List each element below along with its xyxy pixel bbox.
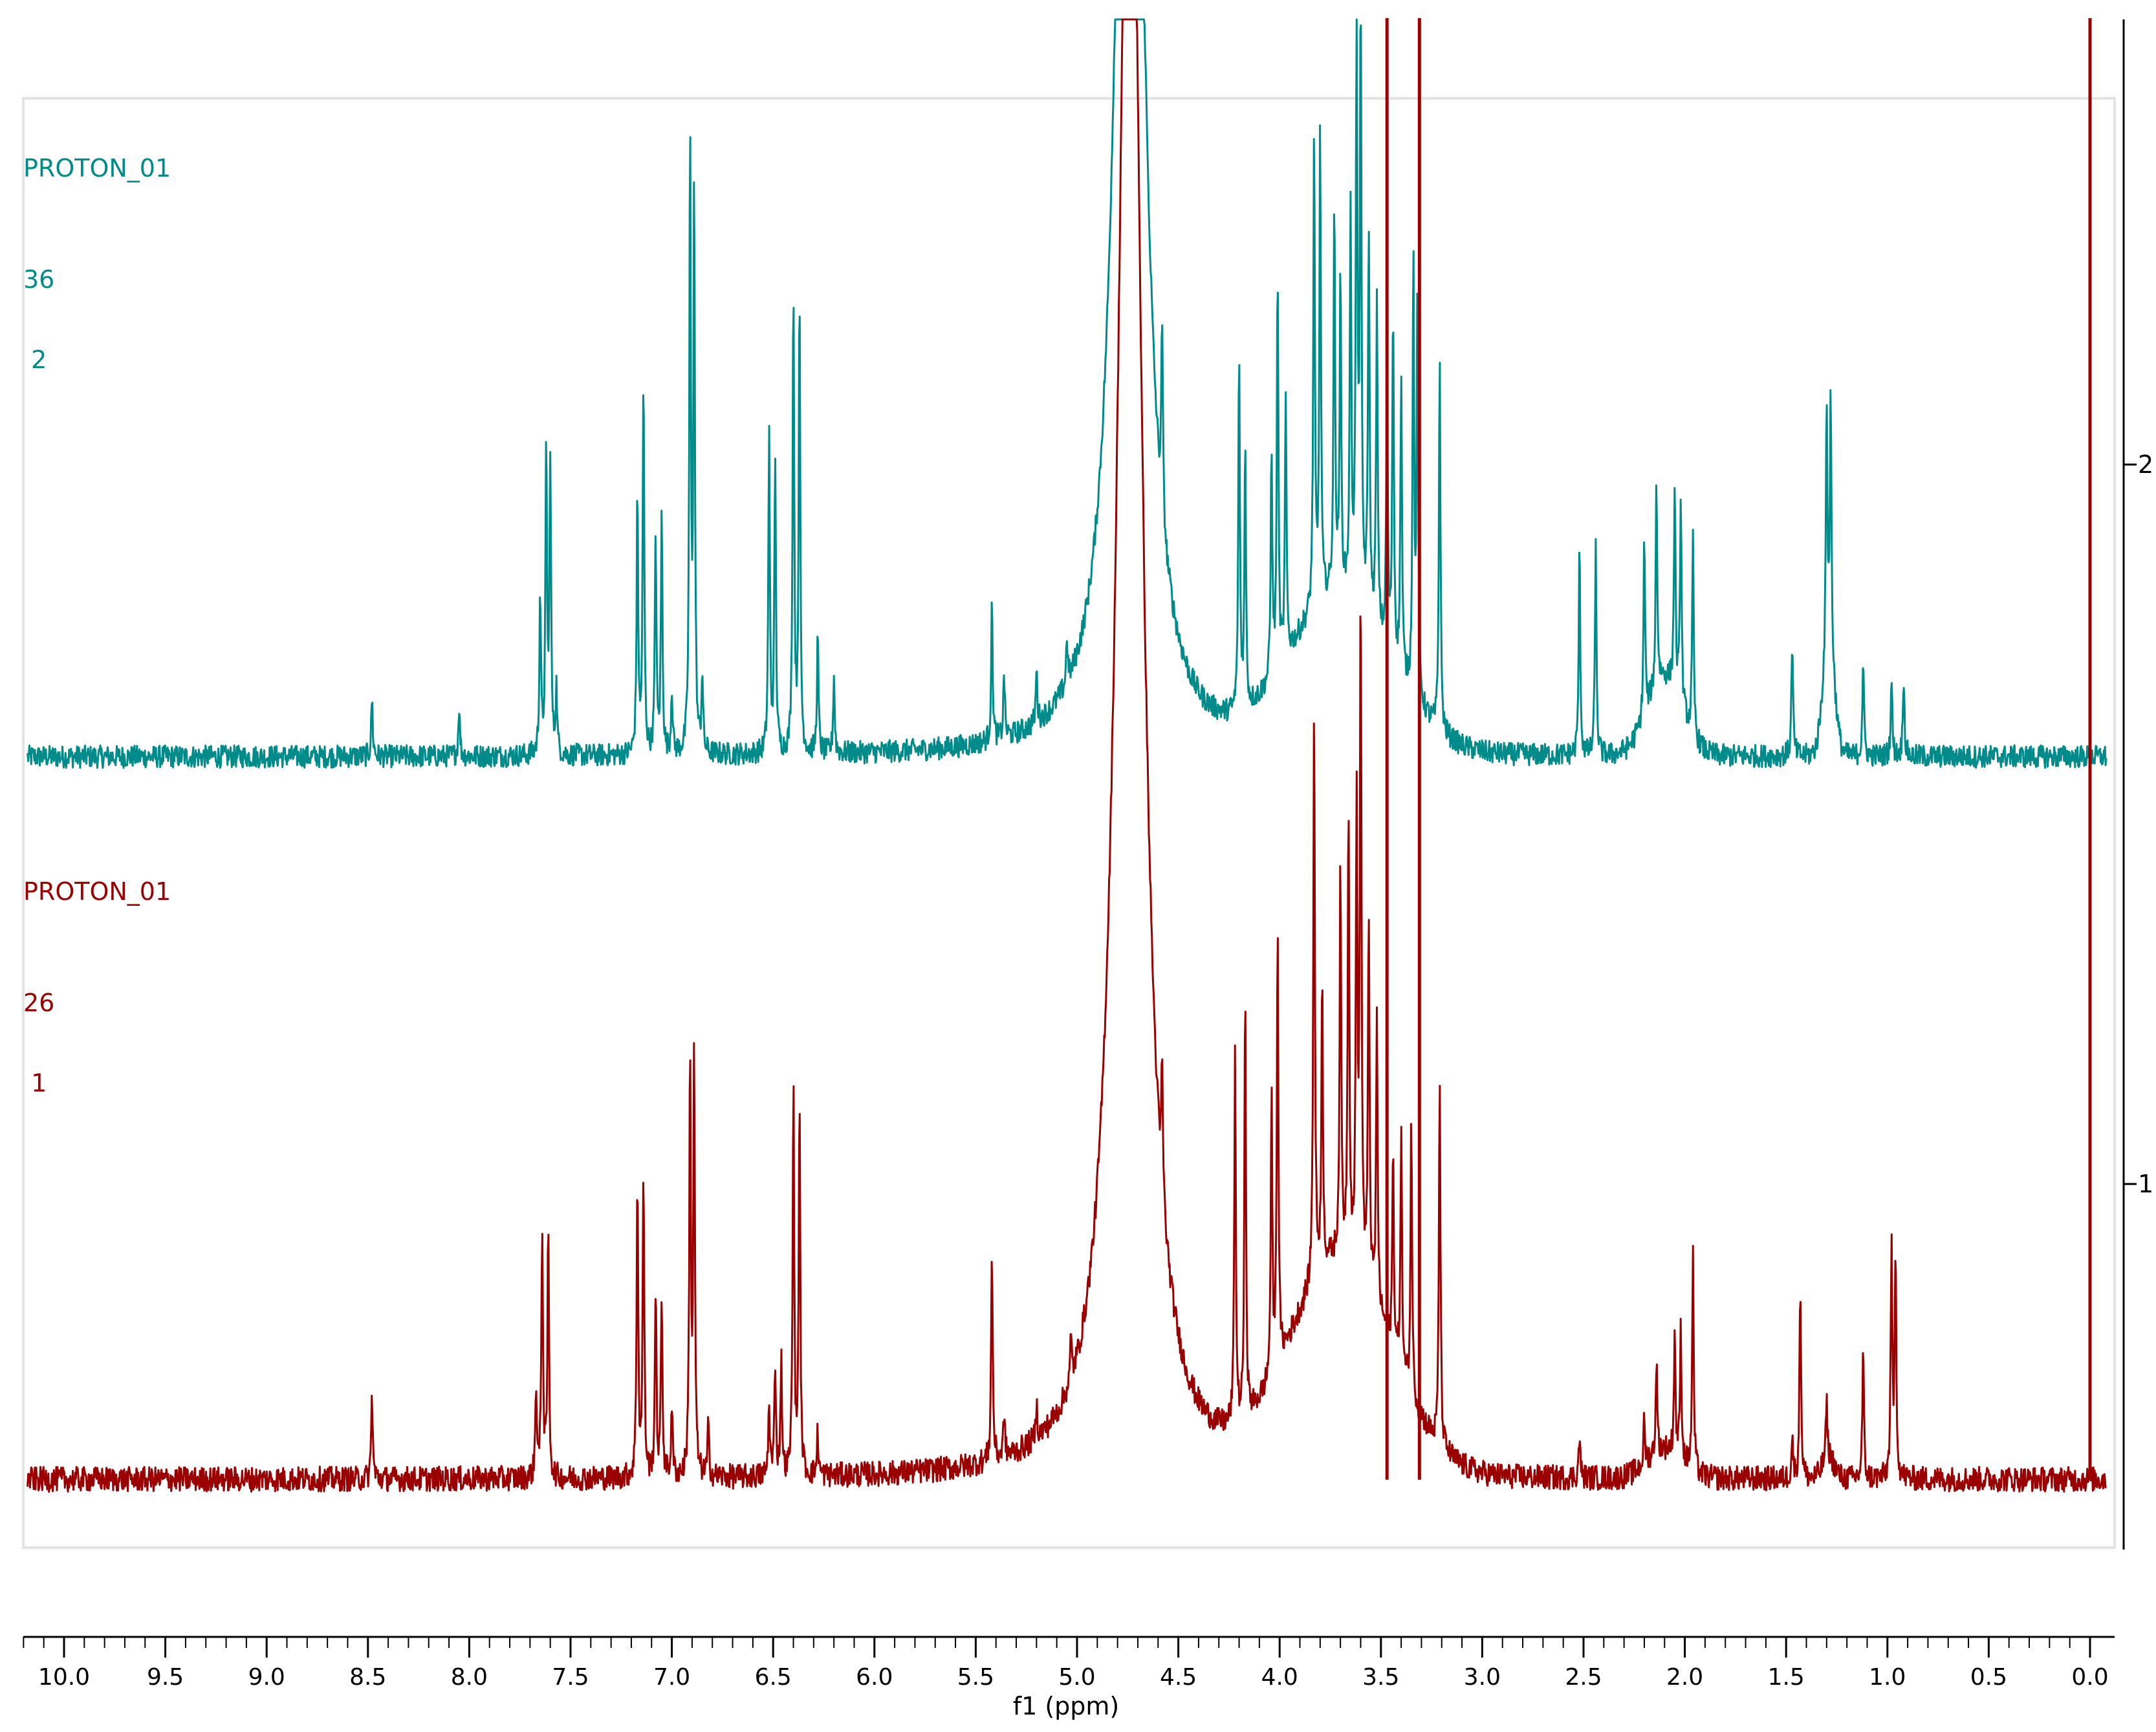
x-tick-label: 4.0: [1261, 1664, 1298, 1691]
x-tick-label: 0.0: [2071, 1664, 2108, 1691]
x-tick-label: 5.0: [1058, 1664, 1095, 1691]
x-tick-label: 4.5: [1160, 1664, 1197, 1691]
series-top-line2: 36: [23, 265, 55, 294]
x-tick-label: 8.5: [349, 1664, 386, 1691]
right-axis-tick-label: 2: [2138, 450, 2153, 479]
x-tick-label: 9.0: [248, 1664, 285, 1691]
series-bottom-line2: 26: [23, 989, 55, 1017]
x-tick-label: 5.5: [957, 1664, 994, 1691]
x-tick-label: 7.5: [552, 1664, 589, 1691]
right-axis-tick-label: 1: [2138, 1170, 2153, 1198]
series-bottom-line3: 1: [23, 1069, 47, 1097]
x-tick-label: 2.5: [1565, 1664, 1602, 1691]
x-tick-label: 2.0: [1666, 1664, 1703, 1691]
x-tick-label: 3.0: [1464, 1664, 1501, 1691]
plot-frame: [22, 97, 2116, 1549]
series-top-label: PROTON_01 36 2: [23, 107, 171, 397]
series-top-line3: 2: [23, 345, 47, 374]
series-bottom-label: PROTON_01 26 1: [23, 830, 171, 1120]
x-tick-label: 8.0: [451, 1664, 488, 1691]
x-tick-label: 6.0: [856, 1664, 893, 1691]
series-bottom-title: PROTON_01: [23, 877, 171, 906]
x-tick-label: 1.0: [1869, 1664, 1906, 1691]
x-tick-label: 3.5: [1362, 1664, 1399, 1691]
spectrum-line-1: [27, 18, 2107, 1493]
spectrum-line-2: [27, 18, 2107, 769]
x-tick-label: 10.0: [38, 1664, 90, 1691]
x-tick-label: 6.5: [755, 1664, 792, 1691]
x-tick-label: 7.0: [653, 1664, 690, 1691]
x-tick-label: 9.5: [147, 1664, 184, 1691]
x-axis-label: f1 (ppm): [1013, 1692, 1120, 1720]
x-tick-label: 1.5: [1768, 1664, 1805, 1691]
series-top-title: PROTON_01: [23, 154, 171, 182]
x-tick-label: 0.5: [1970, 1664, 2007, 1691]
